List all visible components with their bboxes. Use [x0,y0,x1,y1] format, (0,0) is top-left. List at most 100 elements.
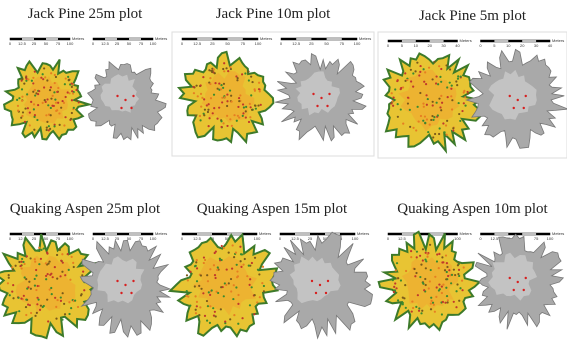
canopy-dot [425,284,427,286]
canopy-dot [404,72,406,74]
canopy-dot [206,320,208,322]
canopy-dot [60,260,62,262]
stem-marker [517,281,519,283]
scale-unit: Meters [259,231,271,236]
canopy-dot [8,277,10,279]
canopy-dot [247,70,249,72]
canopy-dot [427,131,429,133]
canopy-dot [232,244,234,246]
scale-label: 100 [547,236,554,241]
canopy-dot [416,62,418,64]
canopy-dot [437,83,439,85]
canopy-dot [209,294,211,296]
canopy-dot [214,311,216,313]
canopy-dot [226,115,228,117]
canopy-dot [459,287,461,289]
canopy-dot [206,104,208,106]
canopy-dot [458,102,460,104]
canopy-dot [414,275,416,277]
canopy-dot [422,259,424,261]
canopy-dot [436,286,438,288]
canopy-dot [242,264,244,266]
canopy-dot [237,106,239,108]
scale-label: 0 [9,41,12,46]
canopy-dot [200,106,202,108]
canopy-dot [187,296,189,298]
canopy-dot [407,97,409,99]
canopy-dot [207,111,209,113]
scale-label: 12.5 [101,41,110,46]
canopy-dot [236,264,238,266]
canopy-dot [226,125,228,127]
canopy-dot [447,299,449,301]
scale-bar-segment [141,38,153,40]
canopy-dot [220,308,222,310]
canopy-dot [434,311,436,313]
scale-label: 40 [455,43,460,48]
canopy-dot [64,313,66,315]
canopy-dot [186,274,188,276]
canopy-dot [457,273,459,275]
canopy-dot [68,92,70,94]
canopy-dot [55,317,57,319]
canopy-dot [62,100,64,102]
canopy-dot [23,263,25,265]
canopy-dot [60,107,62,109]
canopy-dot [425,252,427,254]
canopy-dot [208,69,210,71]
scale-bar-segment [10,233,22,235]
canopy-dot [231,268,233,270]
canopy-dot [425,83,427,85]
canopy-dot [412,72,414,74]
canopy-dot [8,274,10,276]
canopy-dot [40,249,42,251]
canopy-dot [29,124,31,126]
canopy-dot [222,122,224,124]
canopy-dot [455,306,457,308]
canopy-dot [238,100,240,102]
canopy-dot [225,284,227,286]
canopy-dot [446,262,448,264]
canopy-dot [25,298,27,300]
canopy-dot [73,107,75,109]
scale-label: 50 [44,41,49,46]
canopy-dot [33,103,35,105]
canopy-dot [237,115,239,117]
canopy-dot [50,86,52,88]
scale-bar-segment [280,233,295,235]
canopy-dot [56,109,58,111]
canopy-dot [45,275,47,277]
canopy-dot [427,253,429,255]
canopy-dot [440,81,442,83]
canopy-dot [256,301,258,303]
canopy-dot [235,286,237,288]
canopy-dot [423,68,425,70]
canopy-dot [438,98,440,100]
canopy-dot [18,310,20,312]
scale-bar-segment [416,40,430,42]
canopy-dot [200,93,202,95]
scale-unit: Meters [72,36,84,41]
canopy-dot [209,83,211,85]
canopy-dot [36,312,38,314]
canopy-dot [71,82,73,84]
canopy-dot [198,285,200,287]
canopy-dot [20,261,22,263]
scale-label: 25 [210,41,215,46]
canopy-dot [9,294,11,296]
canopy-dot [434,133,436,135]
canopy-dot [196,301,198,303]
canopy-dot [434,276,436,278]
scale-label: 25 [309,41,314,46]
canopy-dot [395,269,397,271]
canopy-dot [238,116,240,118]
canopy-dot [221,245,223,247]
canopy-dot [439,76,441,78]
canopy-dot [417,294,419,296]
canopy-dot [228,252,230,254]
canopy-dot [456,283,458,285]
canopy-dot [32,91,34,93]
canopy-dot [34,258,36,260]
canopy-dot [413,268,415,270]
canopy-dot [207,280,209,282]
